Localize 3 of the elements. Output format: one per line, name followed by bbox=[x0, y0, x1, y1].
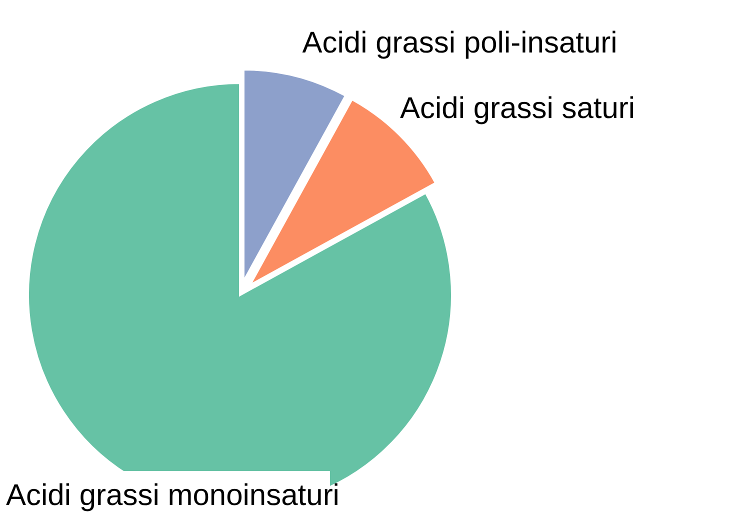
slice-label: Acidi grassi monoinsaturi bbox=[6, 479, 340, 512]
slice-label: Acidi grassi poli-insaturi bbox=[302, 26, 618, 60]
slice-label: Acidi grassi saturi bbox=[400, 92, 636, 126]
